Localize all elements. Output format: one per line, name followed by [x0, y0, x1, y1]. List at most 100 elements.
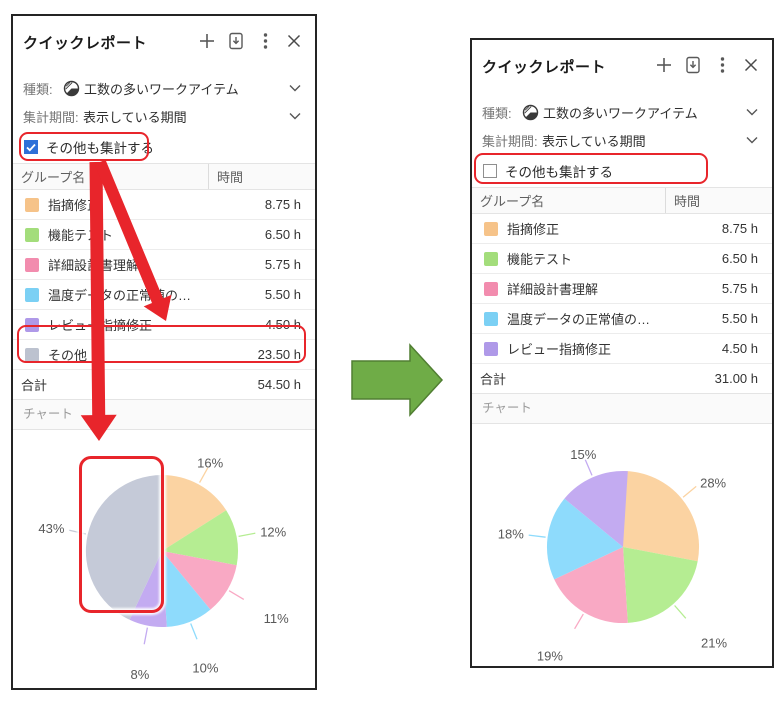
column-header-group: グループ名: [21, 170, 86, 185]
pie-slice: [162, 551, 237, 610]
group-hours: 8.75 h: [264, 197, 301, 212]
include-others-checkbox[interactable]: [24, 140, 38, 154]
group-hours: 8.75 h: [721, 221, 758, 236]
total-label: 合計: [480, 372, 507, 387]
label-leader-line: [69, 529, 87, 535]
pie-chart-type-icon: [63, 80, 80, 97]
label-leader-line: [143, 627, 149, 645]
chevron-down-icon: [746, 136, 762, 144]
add-report-button[interactable]: [653, 54, 675, 78]
table-row: その他 23.50 h: [13, 340, 315, 370]
report-period-dropdown[interactable]: 集計期間: 表示している期間: [13, 104, 315, 128]
pie-slice: [162, 510, 239, 566]
table-row: 機能テスト 6.50 h: [13, 220, 315, 250]
pie-slice: [162, 551, 211, 627]
table-row: 指摘修正 8.75 h: [13, 190, 315, 220]
more-menu-button[interactable]: [711, 54, 733, 78]
label-leader-line: [228, 590, 245, 600]
report-period-value: 表示している期間: [83, 109, 187, 125]
pie-percent-label: 18%: [498, 527, 524, 542]
total-value: 54.50 h: [257, 377, 301, 392]
pie-percent-label: 43%: [38, 521, 64, 536]
label-leader-line: [238, 532, 256, 538]
group-hours: 5.50 h: [721, 311, 758, 326]
report-type-value: 工数の多いワークアイテム: [543, 105, 698, 121]
group-name: 温度データの正常値の…: [507, 312, 651, 327]
column-header-group: グループ名: [480, 194, 545, 209]
more-menu-button[interactable]: [254, 30, 276, 54]
color-swatch: [25, 227, 39, 242]
table-row: 機能テスト 6.50 h: [472, 244, 772, 274]
group-name: その他: [48, 348, 88, 363]
report-type-dropdown[interactable]: 種類: 工数の多いワークアイテム: [13, 76, 315, 100]
group-name: 温度データの正常値の…: [48, 288, 192, 303]
label-leader-line: [199, 467, 209, 483]
color-swatch: [484, 251, 498, 266]
add-report-button[interactable]: [196, 30, 218, 54]
pie-percent-label: 12%: [260, 524, 286, 539]
table-row: 温度データの正常値の… 5.50 h: [13, 280, 315, 310]
report-period-value: 表示している期間: [542, 133, 646, 149]
pie-slice: [623, 471, 700, 562]
color-swatch: [25, 287, 39, 302]
export-report-button[interactable]: [682, 54, 704, 78]
close-button[interactable]: [740, 54, 762, 78]
include-others-checkbox-row[interactable]: その他も集計する: [13, 134, 315, 160]
quick-report-panel-after: クイックレポート 種類: 工数の多いワークアイテム 集計期間: 表示している期間…: [470, 38, 774, 668]
pie-slice: [162, 475, 227, 551]
pie-chart-svg: 28% 21% 19% 18% 15%: [498, 447, 728, 664]
color-swatch: [25, 317, 39, 332]
pie-percent-label: 16%: [197, 455, 223, 470]
group-name: 詳細設計書理解: [48, 258, 140, 273]
include-others-checkbox-label[interactable]: その他も集計する: [505, 165, 613, 180]
group-hours: 5.75 h: [264, 257, 301, 272]
color-swatch: [484, 281, 498, 296]
table-row: 指摘修正 8.75 h: [472, 214, 772, 244]
label-leader-line: [674, 605, 687, 619]
pie-percent-label: 28%: [700, 475, 726, 490]
report-type-dropdown[interactable]: 種類: 工数の多いワークアイテム: [472, 100, 772, 124]
column-header-hours: 時間: [208, 164, 315, 189]
report-table: グループ名 時間 指摘修正 8.75 h 機能テスト 6.50 h 詳細設計書理解 5.7…: [472, 187, 772, 394]
group-name: レビュー指摘修正: [507, 342, 612, 357]
pie-chart-svg: 16% 12% 11% 10% 8% 43%: [38, 455, 289, 682]
pie-chart-type-icon: [522, 104, 539, 121]
panel-title: クイックレポート: [482, 58, 607, 76]
report-table: グループ名 時間 指摘修正 8.75 h 機能テスト 6.50 h 詳細設計書理解 5.7…: [13, 163, 315, 400]
include-others-checkbox[interactable]: [483, 164, 497, 178]
transition-arrow: [351, 343, 444, 417]
more-menu-icon: [720, 56, 725, 77]
chart-section-header: チャート: [472, 394, 772, 424]
export-report-icon: [228, 32, 244, 53]
label-leader-line: [190, 623, 198, 640]
panel-header: クイックレポート: [13, 30, 315, 54]
group-name: 機能テスト: [507, 252, 573, 267]
include-others-checkbox-row[interactable]: その他も集計する: [472, 158, 772, 184]
group-hours: 4.50 h: [721, 341, 758, 356]
pie-slice: [623, 547, 698, 623]
pie-percent-label: 19%: [537, 649, 563, 664]
report-period-dropdown[interactable]: 集計期間: 表示している期間: [472, 128, 772, 152]
color-swatch: [484, 341, 498, 356]
report-period-label: 集計期間:: [23, 109, 79, 125]
add-report-icon: [199, 33, 215, 52]
panel-title: クイックレポート: [23, 34, 148, 52]
color-swatch: [484, 311, 498, 326]
close-button[interactable]: [283, 30, 305, 54]
group-hours: 4.50 h: [264, 317, 301, 332]
table-row: 温度データの正常値の… 5.50 h: [472, 304, 772, 334]
export-report-button[interactable]: [225, 30, 247, 54]
table-header-row: グループ名 時間: [13, 164, 315, 190]
group-name: 指摘修正: [48, 198, 101, 213]
group-hours: 6.50 h: [264, 227, 301, 242]
pie-chart: 28% 21% 19% 18% 15%: [472, 424, 772, 675]
chevron-down-icon: [746, 108, 762, 116]
color-swatch: [484, 221, 498, 236]
label-leader-line: [574, 613, 584, 630]
table-row: 詳細設計書理解 5.75 h: [13, 250, 315, 280]
group-hours: 5.75 h: [721, 281, 758, 296]
quick-report-panel-before: クイックレポート 種類: 工数の多いワークアイテム 集計期間: 表示している期間…: [11, 14, 317, 690]
include-others-checkbox-label[interactable]: その他も集計する: [46, 141, 154, 156]
label-leader-line: [528, 534, 546, 538]
pie-slice: [85, 474, 162, 620]
